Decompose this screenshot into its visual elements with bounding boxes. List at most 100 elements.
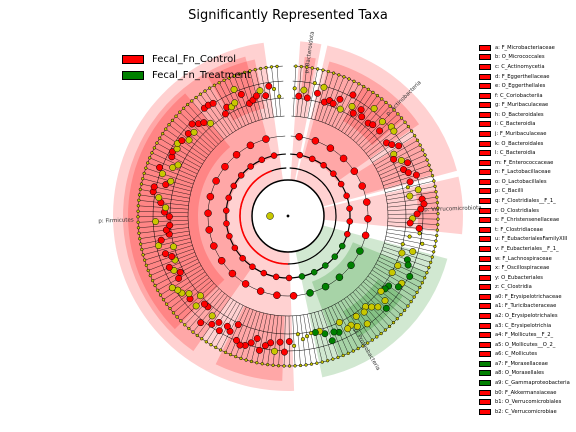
leaf-node (425, 271, 429, 275)
class-node (256, 287, 265, 295)
leaf-branch (292, 315, 296, 366)
leaf-node (315, 361, 319, 365)
order-node (249, 263, 256, 271)
leaf-node (293, 364, 297, 368)
taxon-legend-entry: i: C_Bacteroidia (479, 120, 570, 130)
leaf-branch (272, 315, 279, 366)
order-node (260, 269, 268, 277)
class-node (228, 269, 237, 278)
taxon-swatch (479, 341, 491, 348)
taxon-node (320, 83, 328, 91)
order-node (258, 156, 266, 164)
class-node (241, 280, 250, 288)
taxon-node (357, 106, 365, 114)
leaf-node (392, 108, 396, 112)
leaf-branch (385, 239, 434, 252)
leaf-branch (220, 305, 244, 351)
leaf-branch (239, 74, 256, 122)
leaf-node (425, 158, 429, 162)
taxon-node (395, 142, 403, 150)
leaf-node (148, 156, 152, 160)
leaf-node (436, 206, 440, 210)
leaf-node (239, 356, 243, 361)
taxon-legend-label: m: F_Enterococcaceae (495, 159, 554, 166)
taxon-legend-entry: k: O_Bacteroidales (479, 139, 570, 149)
taxon-node (300, 86, 308, 94)
taxon-swatch (479, 389, 491, 396)
leaf-branch (160, 268, 204, 296)
leaf-node (415, 290, 419, 295)
taxon-legend-entry: c: C_Actinomycetia (479, 62, 570, 72)
leaf-node (383, 328, 388, 332)
taxon-legend-label: d: F_Eggerthellaceae (495, 73, 550, 80)
class-node (262, 135, 270, 143)
leaf-node (150, 278, 155, 283)
taxon-swatch (479, 255, 491, 262)
order-node (285, 274, 293, 282)
leaf-node (148, 273, 152, 278)
taxon-node (265, 82, 273, 90)
taxon-node (414, 186, 422, 194)
taxon-node (398, 249, 406, 257)
leaf-branch (228, 77, 249, 125)
taxon-swatch (479, 102, 491, 109)
leaf-branch (204, 90, 233, 133)
leaf-node (403, 120, 407, 124)
taxon-node (394, 283, 402, 291)
taxon-node (409, 248, 417, 255)
taxon-node (308, 331, 314, 336)
taxon-legend-entry: f: C_Coriobacteriia (479, 91, 570, 101)
leaf-branch (384, 243, 433, 258)
leaf-node (198, 92, 203, 96)
leaf-branch (296, 66, 302, 117)
leaf-node (171, 311, 176, 315)
leaf-branch (318, 73, 334, 121)
taxon-legend-label: b2: C_Verrucomicrobiae (495, 408, 557, 415)
taxon-node (168, 284, 176, 292)
taxon-swatch (479, 351, 491, 358)
leaf-branch (310, 313, 323, 363)
order-node (331, 253, 339, 260)
leaf-branch (385, 186, 436, 197)
taxon-node (247, 339, 255, 347)
taxon-legend-label: l: C_Bacteroidia (495, 150, 536, 157)
leaf-node (430, 174, 435, 178)
taxon-legend-label: s: F_Christensenellaceae (495, 217, 560, 224)
taxon-legend-entry: a2: O_Erysipelotrichales (479, 311, 570, 321)
leaf-node (282, 364, 286, 368)
leaf-node (347, 77, 351, 81)
taxon-node (300, 337, 305, 342)
leaf-branch (244, 72, 260, 121)
taxon-node (231, 99, 239, 107)
taxon-node (390, 127, 398, 135)
taxon-node (292, 343, 297, 348)
class-node (356, 247, 364, 255)
leaf-branch (293, 66, 297, 117)
taxon-node (330, 328, 338, 336)
taxon-node (262, 92, 270, 100)
taxon-swatch (479, 274, 491, 281)
taxon-node (188, 120, 196, 128)
leaf-node (412, 133, 417, 138)
class-node (295, 133, 303, 141)
taxon-legend-entry: o: O_Lactobacillales (479, 177, 570, 187)
taxon-node (404, 159, 412, 167)
taxon-swatch (479, 73, 491, 80)
leaf-node (361, 344, 365, 348)
taxon-node (233, 336, 240, 344)
leaf-node (255, 361, 259, 365)
leaf-node (341, 353, 345, 358)
branch-arc (169, 97, 407, 335)
leaf-branch (192, 293, 225, 333)
leaf-node (356, 346, 360, 351)
leaf-node (144, 263, 148, 267)
leaf-node (427, 265, 431, 270)
taxon-node (406, 219, 414, 227)
class-node (289, 292, 298, 300)
leaf-node (406, 304, 410, 308)
taxon-legend-entry: j: F_Muribaculaceae (479, 129, 570, 139)
taxon-legend-entry: u: F_EubacterialesFamilyXIII (479, 235, 570, 245)
taxon-swatch (479, 408, 491, 415)
leaf-node (435, 228, 439, 232)
leaf-node (136, 209, 140, 213)
